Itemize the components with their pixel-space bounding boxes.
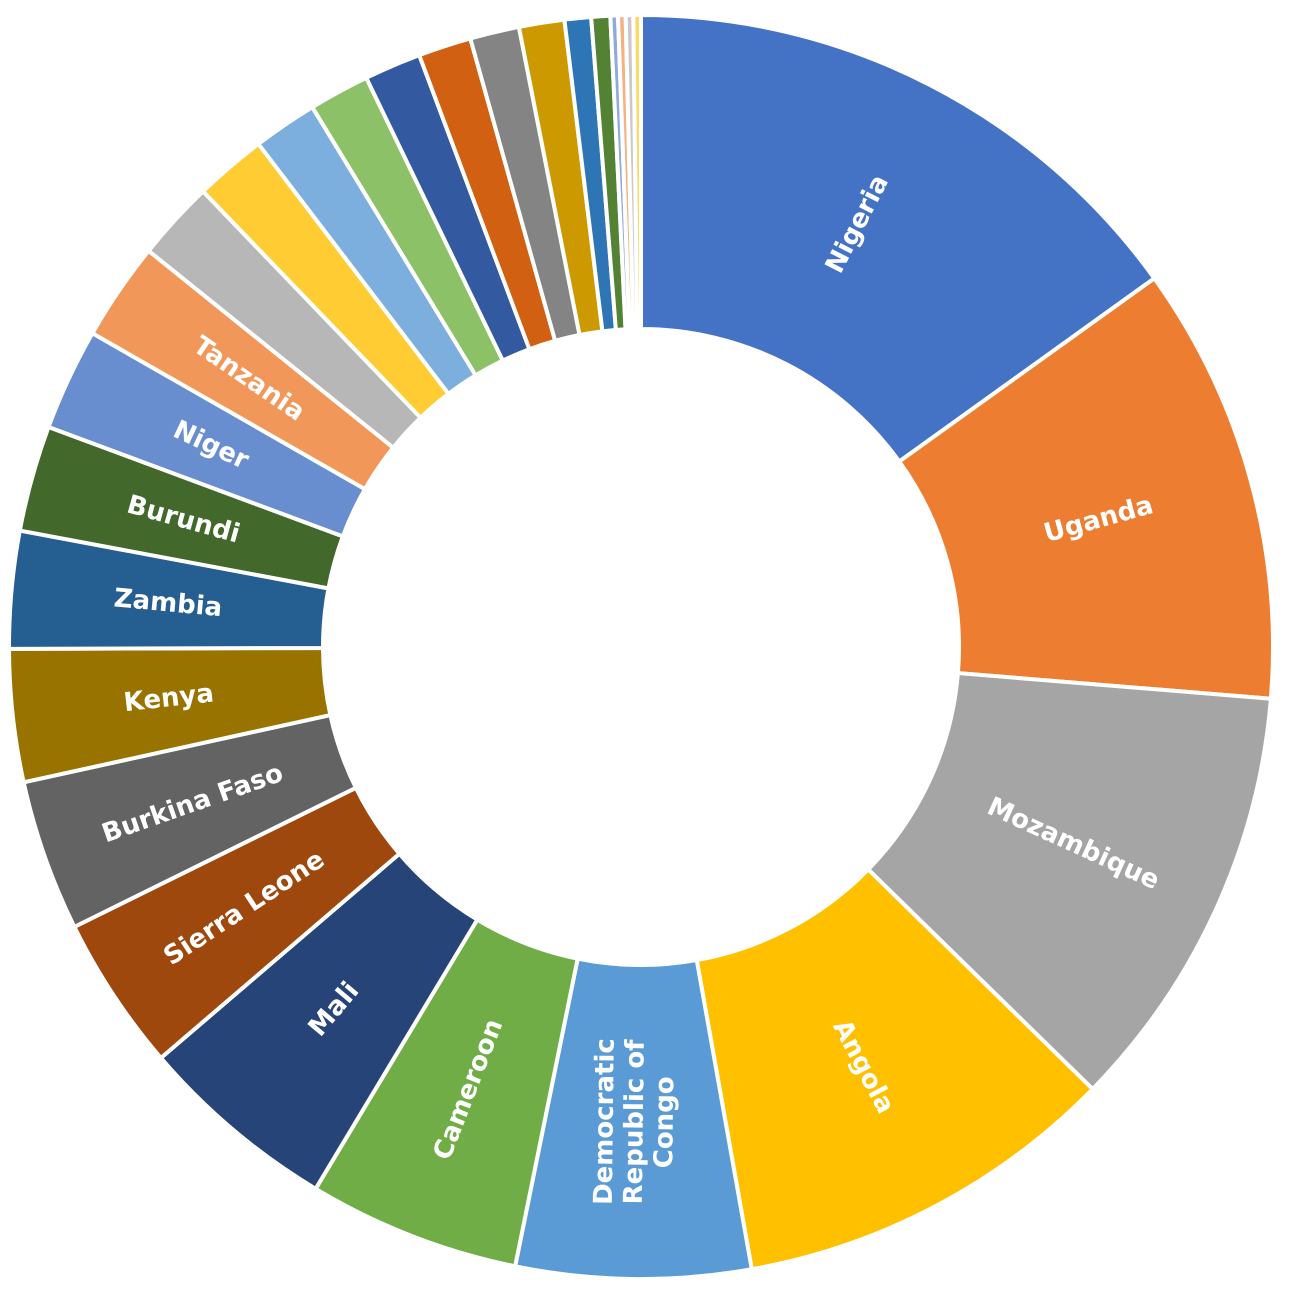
slice-unlabeled-27 [631, 13, 643, 332]
slice-nigeria [639, 13, 1157, 464]
slice-angola [694, 867, 1095, 1272]
slice-uganda [897, 276, 1275, 701]
slice-mozambique [866, 671, 1273, 1092]
slice-label-group-democratic-republic-of-congo: DemocraticRepublic ofCongo [589, 1038, 681, 1206]
slice-label-democratic-republic-of-congo: DemocraticRepublic ofCongo [589, 1038, 681, 1206]
slices-group [7, 13, 1275, 1281]
